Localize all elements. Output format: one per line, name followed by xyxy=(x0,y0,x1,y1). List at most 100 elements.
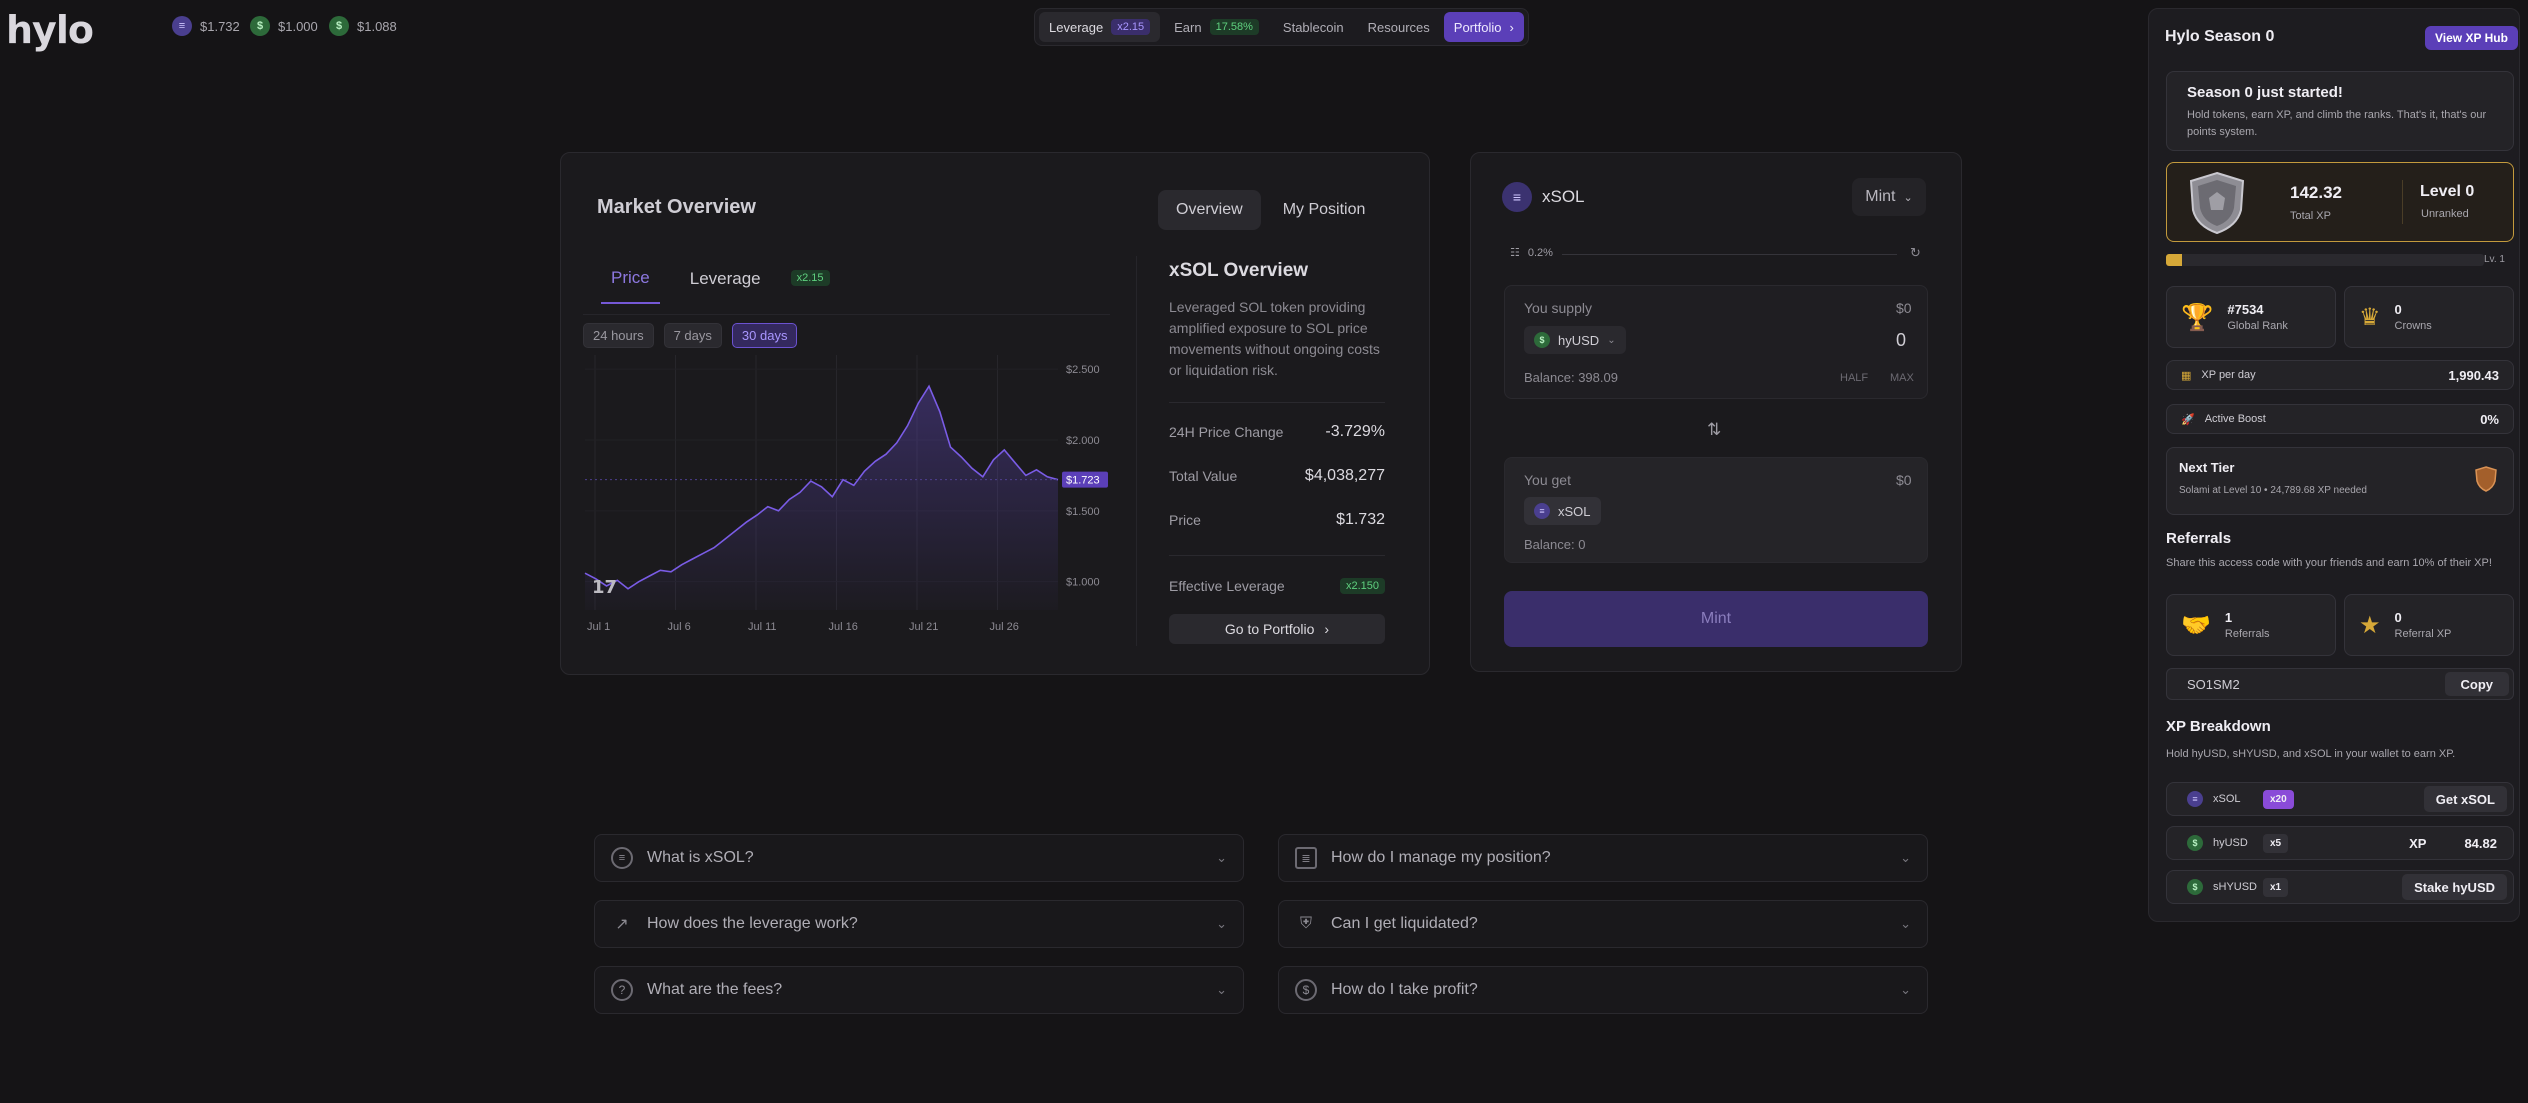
shyusd-coin-icon: $ xyxy=(329,16,349,36)
tab-my-position[interactable]: My Position xyxy=(1282,201,1366,218)
get-xsol-button[interactable]: Get xSOL xyxy=(2423,786,2507,812)
swap-direction-icon[interactable]: ⇅ xyxy=(1707,420,1722,439)
xp-row-token: hyUSD xyxy=(2213,837,2248,849)
get-label: You get xyxy=(1524,472,1571,488)
xp-row-token: sHYUSD xyxy=(2213,881,2258,893)
chevron-down-icon: ⌄ xyxy=(1216,916,1227,931)
go-to-portfolio-label: Go to Portfolio xyxy=(1224,621,1315,637)
time-30d-button[interactable]: 30 days xyxy=(731,323,798,348)
chevron-down-icon: ⌄ xyxy=(1900,850,1911,865)
time-7d-button[interactable]: 7 days xyxy=(663,323,722,348)
active-boost-value: 0% xyxy=(2480,411,2499,427)
shyusd-coin-icon: $ xyxy=(2187,879,2203,895)
xp-row-hyusd: $ hyUSD x5 XP 84.82 xyxy=(2166,826,2514,860)
faq-liquidated[interactable]: ⛨ Can I get liquidated? ⌄ xyxy=(1278,900,1928,948)
mint-token-name: xSOL xyxy=(1542,187,1585,206)
trend-chart-icon: ↗ xyxy=(615,916,629,933)
faq-fees[interactable]: ? What are the fees? ⌄ xyxy=(594,966,1244,1014)
xsol-coin-icon: ≡ xyxy=(1502,182,1532,212)
nav-portfolio[interactable]: Portfolio › xyxy=(1443,12,1524,42)
leverage-badge: x2.15 xyxy=(1111,19,1151,35)
divider xyxy=(1169,555,1385,556)
price-change-value: -3.729% xyxy=(1325,423,1385,440)
nav-earn[interactable]: Earn 17.58% xyxy=(1164,12,1269,42)
level-value: Level 0 xyxy=(2420,183,2475,200)
faq-question: How do I manage my position? xyxy=(1331,849,1551,866)
referral-code-field[interactable]: SO1SM2 Copy xyxy=(2166,668,2514,700)
supply-token-label: hyUSD xyxy=(1558,332,1600,348)
global-rank-value: #7534 xyxy=(2227,302,2264,317)
chevron-down-icon: ⌄ xyxy=(1900,982,1911,997)
get-balance: Balance: 0 xyxy=(1524,537,1586,552)
referral-code: SO1SM2 xyxy=(2187,676,2240,692)
slippage-setting[interactable]: ☷ 0.2% xyxy=(1510,246,1553,260)
nav-stablecoin[interactable]: Stablecoin xyxy=(1282,19,1344,35)
mint-token-header: ≡ xSOL xyxy=(1502,182,1585,212)
nav-resources[interactable]: Resources xyxy=(1367,19,1430,35)
nav-portfolio-label: Portfolio xyxy=(1453,19,1502,35)
nav-leverage[interactable]: Leverage x2.15 xyxy=(1039,12,1161,42)
copy-button[interactable]: Copy xyxy=(2444,672,2509,696)
total-xp-label: Total XP xyxy=(2290,210,2331,222)
view-xp-hub-button[interactable]: View XP Hub xyxy=(2425,26,2518,50)
trophy-icon: 🏆 xyxy=(2181,301,2214,332)
faq-question: What is xSOL? xyxy=(647,849,754,866)
x-tick-label: Jul 11 xyxy=(748,621,777,633)
stake-hyusd-button[interactable]: Stake hyUSD xyxy=(2402,874,2507,900)
mint-mode-dropdown[interactable]: Mint ⌄ xyxy=(1852,178,1926,216)
shyusd-price-value: $1.088 xyxy=(357,18,397,34)
supply-token-select[interactable]: $ hyUSD ⌄ xyxy=(1524,326,1626,354)
time-24h-button[interactable]: 24 hours xyxy=(583,323,654,348)
referrals-title: Referrals xyxy=(2166,530,2232,547)
rank-shield-icon xyxy=(2189,171,2245,235)
season-intro-text: Hold tokens, earn XP, and climb the rank… xyxy=(2187,109,2487,138)
xp-value: 84.82 xyxy=(2464,835,2497,851)
global-rank-label: Global Rank xyxy=(2227,320,2288,332)
y-tick-label: $2.500 xyxy=(1066,364,1100,376)
crowns-value: 0 xyxy=(2394,302,2402,317)
xsol-coin-icon: ≡ xyxy=(172,16,192,36)
hyusd-coin-icon: $ xyxy=(2187,835,2203,851)
total-value-value: $4,038,277 xyxy=(1304,467,1385,484)
tab-price[interactable]: Price xyxy=(601,264,660,304)
chart-leverage-badge: x2.15 xyxy=(790,270,830,286)
refresh-icon[interactable]: ↻ xyxy=(1910,245,1921,260)
xsol-overview-desc: Leveraged SOL token providing amplified … xyxy=(1169,299,1380,378)
hyusd-coin-icon: $ xyxy=(250,16,270,36)
nav-leverage-label: Leverage xyxy=(1049,19,1104,35)
supply-balance: Balance: 398.09 xyxy=(1524,370,1618,385)
x-tick-label: Jul 26 xyxy=(990,621,1019,633)
xsol-coin-icon: ≡ xyxy=(2187,791,2203,807)
supply-amount-input[interactable]: 0 xyxy=(1896,330,1907,350)
go-to-portfolio-button[interactable]: Go to Portfolio › xyxy=(1169,614,1385,644)
get-token-chip: ≡ xSOL xyxy=(1524,497,1601,525)
y-tick-label: $1.500 xyxy=(1066,506,1100,518)
current-price-tag xyxy=(1062,471,1108,488)
document-icon: ≣ xyxy=(1295,847,1317,869)
half-button[interactable]: HALF xyxy=(1840,372,1869,384)
overview-segment: Overview My Position xyxy=(1158,190,1383,230)
next-tier-title: Next Tier xyxy=(2179,460,2235,475)
mint-panel xyxy=(1470,152,1962,672)
faq-take-profit[interactable]: $ How do I take profit? ⌄ xyxy=(1278,966,1928,1014)
referrals-count-card: 🤝 1 Referrals xyxy=(2166,594,2336,656)
max-button[interactable]: MAX xyxy=(1890,372,1914,384)
price-chart[interactable]: Jul 1 Jul 6 Jul 11 Jul 16 Jul 21 Jul 26 $2.500… xyxy=(580,355,1120,635)
price-change-row: 24H Price Change -3.729% xyxy=(1169,423,1385,441)
current-price-label: $1.723 xyxy=(1066,475,1100,487)
slippage-value: 0.2% xyxy=(1527,246,1553,259)
price-label: Price xyxy=(1169,512,1201,528)
mint-button[interactable]: Mint xyxy=(1504,591,1928,647)
referrals-count: 1 xyxy=(2224,610,2233,625)
active-boost-label: Active Boost xyxy=(2204,413,2266,425)
faq-what-is-xsol[interactable]: ≡ What is xSOL? ⌄ xyxy=(594,834,1244,882)
hylo-logo[interactable]: hylo xyxy=(6,8,94,52)
tab-leverage[interactable]: Leverage xyxy=(689,269,761,288)
faq-manage-position[interactable]: ≣ How do I manage my position? ⌄ xyxy=(1278,834,1928,882)
x-tick-label: Jul 21 xyxy=(909,621,938,633)
divider xyxy=(583,314,1110,315)
tab-overview[interactable]: Overview xyxy=(1158,190,1261,230)
effective-leverage-value: x2.150 xyxy=(1339,578,1385,594)
faq-leverage-work[interactable]: ↗ How does the leverage work? ⌄ xyxy=(594,900,1244,948)
supply-box xyxy=(1504,285,1928,399)
